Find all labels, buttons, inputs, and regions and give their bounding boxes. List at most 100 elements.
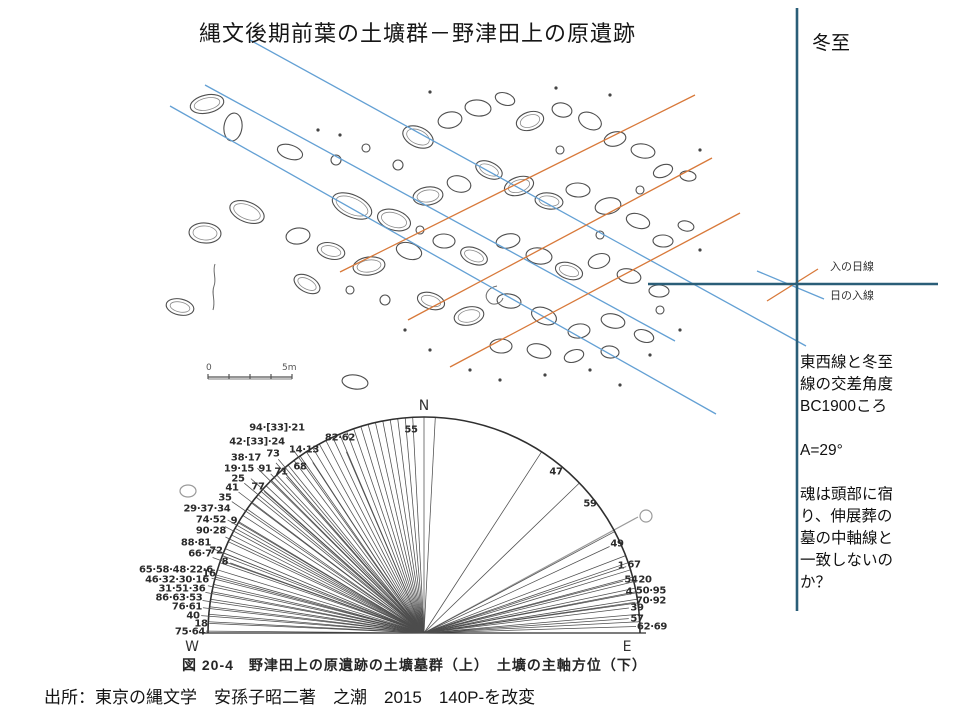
- fan-ray: [287, 464, 425, 634]
- azimuth-label: 41: [225, 483, 239, 494]
- pit-outline: [453, 306, 485, 326]
- pit-outline: [495, 233, 521, 249]
- label-ray: [227, 519, 425, 634]
- azimuth-label: 42·[33]·24: [229, 437, 285, 448]
- pit-outline: [616, 268, 642, 284]
- pit-outline: [633, 328, 655, 344]
- label-ray: [263, 491, 425, 634]
- compass-n-label: N: [419, 398, 429, 414]
- blue-solar-line: [169, 105, 717, 415]
- label-ray: [202, 600, 425, 634]
- azimuth-label: 88·81: [181, 538, 211, 549]
- azimuth-label: 29·37·34: [184, 504, 231, 515]
- gray-drop-shape: [639, 509, 653, 523]
- azimuth-label: 65·58·48·22·6: [139, 565, 213, 576]
- fan-ray: [389, 419, 425, 634]
- pit-small: [330, 154, 342, 166]
- azimuth-label: 75·64: [175, 627, 205, 638]
- pit-small: [345, 285, 355, 295]
- label-ray: [423, 601, 636, 634]
- label-ray: [423, 618, 629, 634]
- pit-small: [379, 294, 391, 306]
- dot: [648, 353, 652, 357]
- pit-small: [392, 159, 404, 171]
- azimuth-label: 62·69: [637, 622, 667, 633]
- pit-outline: [534, 192, 564, 210]
- label-ray: [238, 522, 425, 634]
- fan-ray: [242, 515, 425, 634]
- pit-inner-outline: [320, 245, 342, 257]
- azimuth-label: 39: [630, 603, 644, 614]
- orange-solar-line: [339, 94, 696, 273]
- source-line: 出所：東京の縄文学 安孫子昭二著 之潮 2015 140P-を改変: [44, 688, 536, 707]
- azimuth-label: 55: [404, 425, 418, 436]
- azimuth-label: 73: [266, 449, 280, 460]
- fan-ray: [423, 587, 636, 634]
- pit-outline: [416, 291, 446, 311]
- dot: [698, 248, 702, 252]
- pit-outline: [594, 197, 622, 215]
- fan-ray: [225, 548, 425, 634]
- pit-outline: [677, 220, 695, 232]
- azimuth-label: 25: [231, 474, 245, 485]
- pit-outline: [563, 348, 585, 364]
- pit-outline: [679, 170, 697, 182]
- pit-inner-outline: [381, 211, 407, 229]
- pit-outline: [565, 182, 591, 198]
- azimuth-label: 94·[33]·21: [249, 423, 305, 434]
- fan-ray: [423, 555, 626, 634]
- label-ray: [293, 450, 425, 634]
- dot: [498, 378, 502, 382]
- figure-caption: 図 20-4 野津田上の原遺跡の土壙墓群（上） 土壙の主軸方位（下）: [182, 657, 647, 673]
- pit-outline: [402, 125, 434, 149]
- dot: [403, 328, 407, 332]
- label-ray: [423, 566, 627, 634]
- label-ray: [345, 451, 425, 634]
- azimuth-label: 40: [186, 611, 200, 622]
- pit-outline: [503, 175, 535, 197]
- azimuth-label: 9: [231, 516, 238, 527]
- pit-outline: [551, 102, 573, 118]
- fan-ray: [375, 422, 425, 634]
- fan-ray: [382, 420, 425, 634]
- compass-e-label: E: [623, 639, 632, 655]
- fan-ray: [423, 531, 615, 634]
- azimuth-label: 91: [258, 464, 272, 475]
- pit-inner-outline: [420, 294, 442, 308]
- pit-small: [361, 143, 371, 153]
- fan-ray: [217, 569, 425, 634]
- dot: [698, 148, 702, 152]
- dot: [338, 133, 342, 137]
- pit-outline: [531, 306, 557, 326]
- pit-outline: [600, 345, 620, 359]
- azimuth-label: 19·15: [224, 464, 254, 475]
- pit-inner-outline: [335, 195, 369, 217]
- pit-inner-outline: [192, 225, 218, 241]
- pit-inner-outline: [558, 264, 580, 278]
- dot: [428, 90, 432, 94]
- fan-ray: [255, 496, 425, 634]
- fan-ray: [312, 447, 425, 634]
- pit-outline: [603, 131, 627, 147]
- pit-outline: [395, 241, 423, 261]
- fan-ray: [213, 584, 425, 634]
- pit-outline: [331, 192, 373, 220]
- compass-w-label: W: [185, 639, 199, 655]
- fan-ray: [404, 417, 425, 634]
- fan-rays: [208, 417, 640, 634]
- label-ray: [270, 473, 425, 634]
- sunset-line-label: 日の入線: [830, 290, 874, 302]
- label-ray: [278, 459, 425, 634]
- pit-outline: [578, 111, 602, 131]
- fan-ray: [367, 424, 425, 634]
- pit-inner-outline: [464, 249, 484, 263]
- azimuth-label: 66·7: [188, 549, 212, 560]
- label-ray: [231, 501, 425, 634]
- label-ray: [209, 623, 425, 634]
- pit-outline: [189, 93, 225, 115]
- label-ray: [257, 467, 425, 634]
- azimuth-label: 77: [251, 482, 265, 493]
